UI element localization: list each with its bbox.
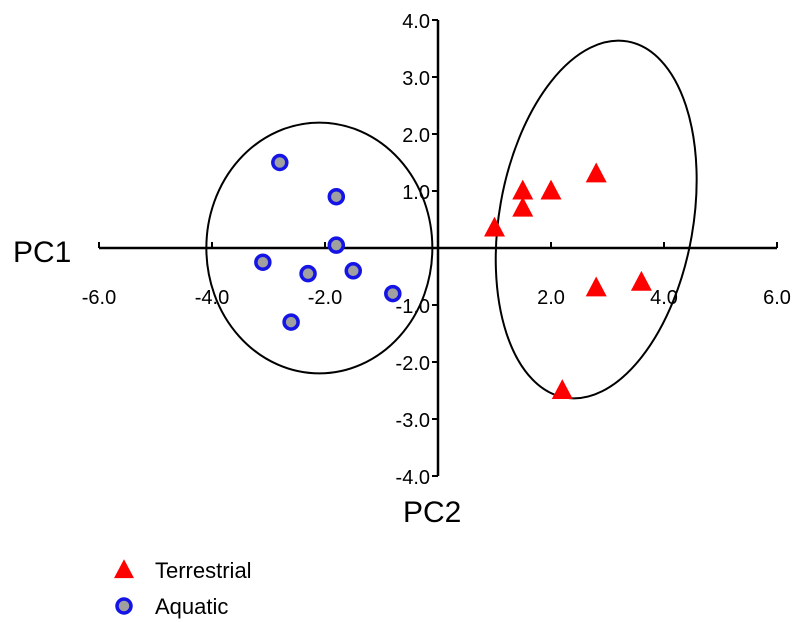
point-terrestrial <box>551 379 573 400</box>
point-aquatic <box>282 313 300 331</box>
x-tick-label: -6.0 <box>82 287 116 309</box>
point-aquatic <box>271 153 289 172</box>
point-aquatic <box>254 253 272 271</box>
y-ticks: 4.0 3.0 2.0 1.0 -1.0 -2.0 -3.0 -4.0 <box>396 11 438 489</box>
point-aquatic <box>344 262 362 280</box>
legend-label-aquatic: Aquatic <box>155 594 228 619</box>
y-tick-label: 4.0 <box>402 11 430 33</box>
cluster-ellipse-terrestrial <box>494 39 698 400</box>
y-tick-label: -1.0 <box>396 296 430 318</box>
x-tick-label: 6.0 <box>763 287 791 309</box>
point-terrestrial <box>484 216 505 237</box>
point-terrestrial <box>585 162 607 183</box>
y-tick-label: 1.0 <box>402 182 430 204</box>
data-points <box>254 153 652 400</box>
y-axis-title: PC2 <box>403 496 461 529</box>
point-aquatic <box>384 284 402 303</box>
point-terrestrial <box>630 270 652 291</box>
point-aquatic <box>299 264 317 283</box>
x-ticks: -6.0 -4.0 -2.0 2.0 4.0 6.0 <box>82 242 791 309</box>
point-aquatic <box>327 236 346 254</box>
y-tick-label: -3.0 <box>396 410 430 432</box>
y-tick-label: 3.0 <box>402 68 430 90</box>
point-aquatic <box>327 187 346 206</box>
cluster-ellipses <box>205 39 698 400</box>
point-terrestrial <box>512 179 534 200</box>
x-tick-label: -2.0 <box>308 287 342 309</box>
point-terrestrial <box>512 196 534 217</box>
legend-label-terrestrial: Terrestrial <box>155 558 252 583</box>
legend: Terrestrial Aquatic <box>114 558 252 619</box>
legend-marker-aquatic <box>115 597 133 615</box>
x-tick-label: -4.0 <box>195 287 229 309</box>
axes <box>99 20 777 476</box>
y-tick-label: 2.0 <box>402 125 430 147</box>
y-tick-label: -2.0 <box>396 353 430 375</box>
point-terrestrial <box>585 276 607 297</box>
y-tick-label: -4.0 <box>396 467 430 489</box>
point-terrestrial <box>540 179 562 200</box>
legend-marker-terrestrial <box>114 559 134 579</box>
x-axis-title: PC1 <box>13 236 71 269</box>
x-tick-label: 4.0 <box>650 287 678 309</box>
x-tick-label: 2.0 <box>537 287 565 309</box>
